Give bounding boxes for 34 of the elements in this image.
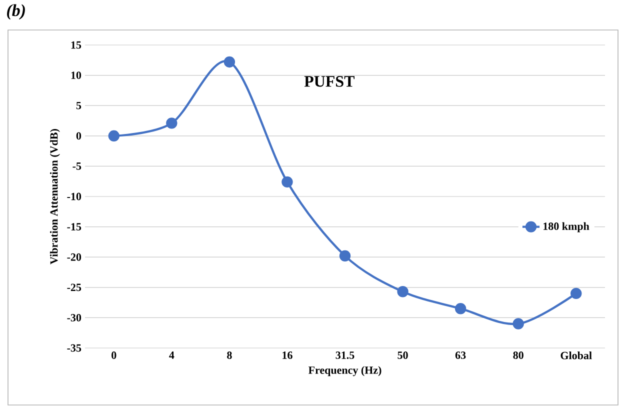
- y-tick-label: -5: [72, 162, 82, 170]
- y-tick-label: -35: [67, 344, 82, 352]
- x-tick-label: 4: [169, 352, 174, 359]
- y-tick-label: 0: [76, 132, 82, 140]
- text: PUFST: [304, 76, 354, 87]
- point: [108, 130, 120, 142]
- x-tick-label: 80: [513, 352, 524, 359]
- x-tick-label: Global: [560, 352, 592, 360]
- x-axis-title: Frequency (Hz): [308, 366, 382, 376]
- x-tick-label: 63: [455, 352, 466, 359]
- y-tick-label: -15: [67, 223, 82, 230]
- point: [339, 250, 351, 262]
- x-tick-label: 0: [112, 352, 116, 359]
- x-tick-label: 50: [398, 352, 408, 359]
- y-tick-label: -10: [67, 192, 82, 200]
- y-tick-label: -25: [67, 284, 82, 292]
- x-tick-label: 31.5: [336, 352, 354, 359]
- text: (b): [7, 4, 25, 20]
- point: [166, 118, 178, 129]
- y-tick-label: 15: [71, 41, 82, 49]
- legend-label: 180 kmph: [544, 222, 590, 232]
- y-axis-title: Vibration Attenuation (VdB): [50, 129, 60, 264]
- x-tick-label: 16: [282, 352, 292, 359]
- point: [454, 303, 466, 314]
- y-tick-label: 5: [76, 102, 82, 110]
- y-tick-label: 10: [71, 72, 82, 80]
- y-tick-label: -20: [67, 253, 82, 261]
- point: [397, 286, 408, 298]
- point: [224, 56, 236, 68]
- point: [512, 318, 524, 330]
- x-tick-label: 8: [227, 352, 232, 359]
- point: [282, 176, 293, 188]
- y-tick-label: -30: [67, 314, 82, 322]
- point: [570, 288, 582, 300]
